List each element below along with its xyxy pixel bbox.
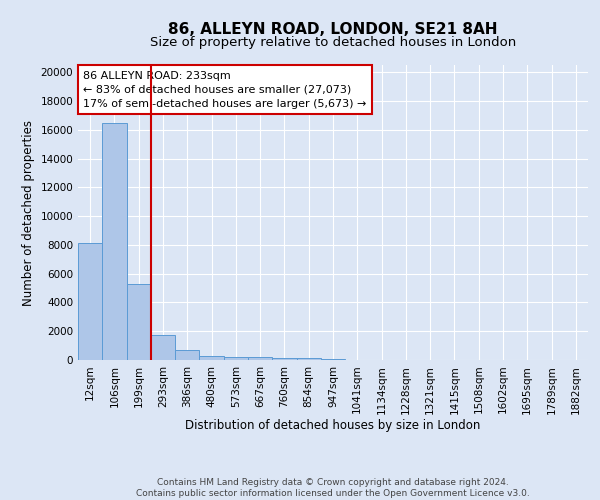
Bar: [321, 358, 345, 360]
X-axis label: Distribution of detached houses by size in London: Distribution of detached houses by size …: [185, 419, 481, 432]
Bar: [296, 358, 321, 360]
Text: 86 ALLEYN ROAD: 233sqm
← 83% of detached houses are smaller (27,073)
17% of semi: 86 ALLEYN ROAD: 233sqm ← 83% of detached…: [83, 71, 367, 109]
Bar: [224, 357, 248, 360]
Bar: [78, 244, 102, 360]
Bar: [175, 350, 199, 360]
Bar: [151, 335, 175, 360]
Y-axis label: Number of detached properties: Number of detached properties: [22, 120, 35, 306]
Bar: [102, 122, 127, 360]
Bar: [199, 356, 224, 360]
Text: Size of property relative to detached houses in London: Size of property relative to detached ho…: [150, 36, 516, 49]
Text: 86, ALLEYN ROAD, LONDON, SE21 8AH: 86, ALLEYN ROAD, LONDON, SE21 8AH: [168, 22, 498, 38]
Bar: [248, 358, 272, 360]
Bar: [272, 358, 296, 360]
Text: Contains HM Land Registry data © Crown copyright and database right 2024.
Contai: Contains HM Land Registry data © Crown c…: [136, 478, 530, 498]
Bar: [127, 284, 151, 360]
